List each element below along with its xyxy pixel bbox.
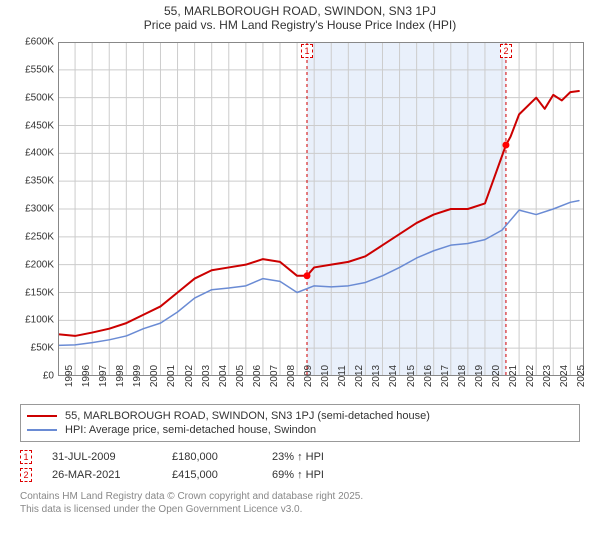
legend-label: HPI: Average price, semi-detached house,… [65, 424, 316, 436]
x-tick-label: 2017 [434, 365, 451, 387]
legend-row: 55, MARLBOROUGH ROAD, SWINDON, SN3 1PJ (… [27, 409, 573, 423]
legend-label: 55, MARLBOROUGH ROAD, SWINDON, SN3 1PJ (… [65, 410, 430, 422]
y-tick-label: £150K [25, 287, 58, 298]
x-tick-label: 2013 [365, 365, 382, 387]
x-tick-label: 2010 [314, 365, 331, 387]
footer-line-1: Contains HM Land Registry data © Crown c… [20, 490, 580, 503]
y-tick-label: £100K [25, 315, 58, 326]
sale-row-delta: 23% ↑ HPI [272, 451, 372, 463]
plot-svg [58, 42, 584, 376]
x-tick-label: 2000 [143, 365, 160, 387]
chart-title-block: 55, MARLBOROUGH ROAD, SWINDON, SN3 1PJ P… [0, 0, 600, 34]
x-tick-label: 2024 [553, 365, 570, 387]
y-tick-label: £300K [25, 204, 58, 215]
sale-row-price: £180,000 [172, 451, 252, 463]
x-tick-label: 1996 [75, 365, 92, 387]
sale-row-marker: 1 [20, 450, 32, 464]
sale-marker-flag: 1 [301, 44, 313, 58]
x-tick-label: 2020 [485, 365, 502, 387]
x-tick-label: 2014 [382, 365, 399, 387]
y-tick-label: £450K [25, 120, 58, 131]
y-tick-label: £200K [25, 259, 58, 270]
x-tick-label: 2012 [348, 365, 365, 387]
y-tick-label: £50K [31, 343, 58, 354]
sales-table: 1 31-JUL-2009 £180,000 23% ↑ HPI 2 26-MAR-202… [20, 448, 580, 484]
y-tick-label: £0 [43, 371, 58, 382]
x-tick-label: 2005 [229, 365, 246, 387]
legend-swatch [27, 415, 57, 417]
footer-line-2: This data is licensed under the Open Gov… [20, 503, 580, 516]
y-tick-label: £550K [25, 64, 58, 75]
x-tick-label: 2008 [280, 365, 297, 387]
legend-swatch [27, 429, 57, 431]
sale-row-price: £415,000 [172, 469, 252, 481]
sale-row-marker: 2 [20, 468, 32, 482]
legend: 55, MARLBOROUGH ROAD, SWINDON, SN3 1PJ (… [20, 404, 580, 442]
x-tick-label: 2004 [212, 365, 229, 387]
x-tick-label: 2006 [246, 365, 263, 387]
legend-row: HPI: Average price, semi-detached house,… [27, 423, 573, 437]
sale-row: 2 26-MAR-2021 £415,000 69% ↑ HPI [20, 466, 580, 484]
x-tick-label: 2016 [417, 365, 434, 387]
x-tick-label: 2019 [468, 365, 485, 387]
x-tick-label: 1995 [58, 365, 75, 387]
y-tick-label: £250K [25, 231, 58, 242]
x-tick-label: 2023 [536, 365, 553, 387]
sale-row-date: 31-JUL-2009 [52, 451, 152, 463]
y-tick-label: £500K [25, 92, 58, 103]
plot-area: £0£50K£100K£150K£200K£250K£300K£350K£400… [58, 42, 584, 376]
x-tick-label: 2025 [570, 365, 587, 387]
footer-attribution: Contains HM Land Registry data © Crown c… [20, 490, 580, 516]
sale-row-date: 26-MAR-2021 [52, 469, 152, 481]
sale-row-delta: 69% ↑ HPI [272, 469, 372, 481]
x-tick-label: 2015 [400, 365, 417, 387]
sale-marker-flag: 2 [500, 44, 512, 58]
x-tick-label: 1999 [126, 365, 143, 387]
x-tick-label: 2021 [502, 365, 519, 387]
chart-container: £0 £50K £100K £150K £200K £250K £300K £350K £400… [10, 38, 590, 398]
x-tick-label: 2022 [519, 365, 536, 387]
title-line-1: 55, MARLBOROUGH ROAD, SWINDON, SN3 1PJ [0, 4, 600, 18]
x-tick-label: 2007 [263, 365, 280, 387]
x-tick-label: 2002 [178, 365, 195, 387]
y-tick-label: £350K [25, 176, 58, 187]
x-tick-label: 2001 [160, 365, 177, 387]
x-tick-label: 1997 [92, 365, 109, 387]
title-line-2: Price paid vs. HM Land Registry's House … [0, 18, 600, 32]
x-tick-label: 2009 [297, 365, 314, 387]
x-tick-label: 1998 [109, 365, 126, 387]
y-tick-label: £600K [25, 37, 58, 48]
x-tick-label: 2018 [451, 365, 468, 387]
x-tick-label: 2011 [331, 365, 348, 387]
sale-row: 1 31-JUL-2009 £180,000 23% ↑ HPI [20, 448, 580, 466]
y-tick-label: £400K [25, 148, 58, 159]
x-tick-label: 2003 [195, 365, 212, 387]
